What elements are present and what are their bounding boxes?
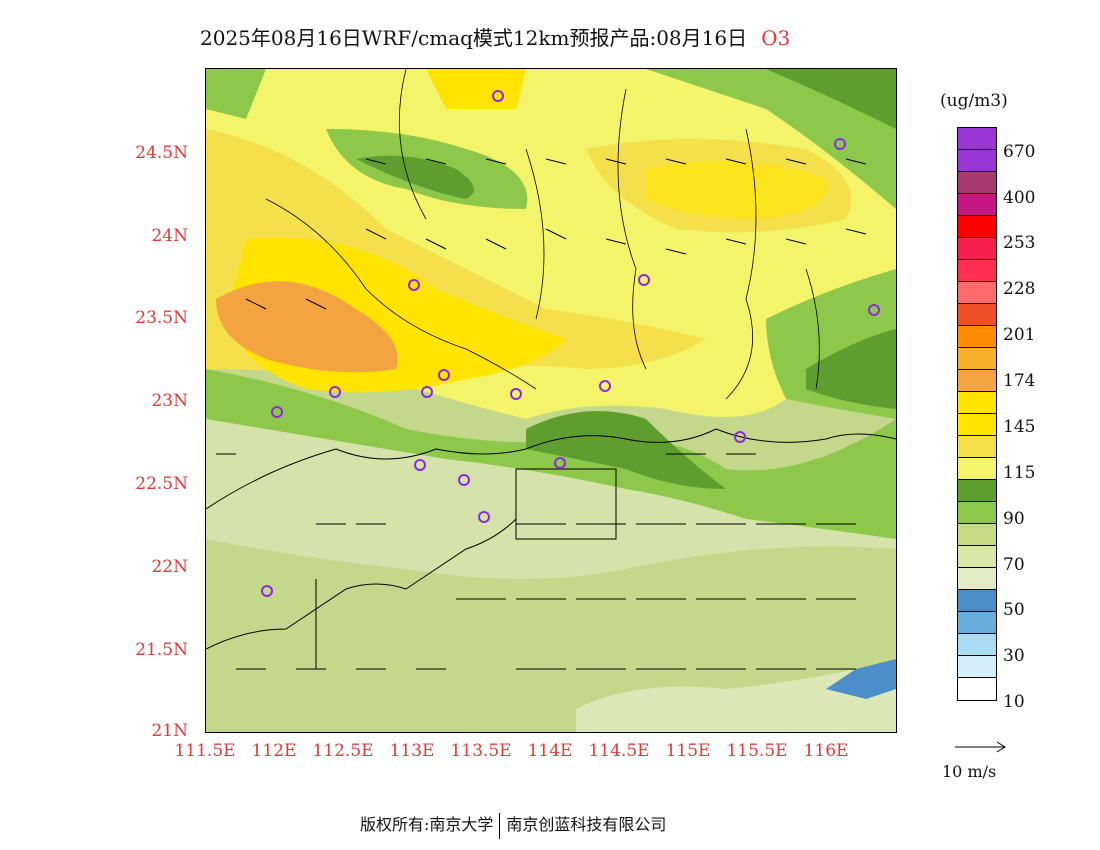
legend-swatch	[958, 458, 996, 480]
color-legend	[957, 127, 997, 701]
legend-label-115: 115	[1003, 463, 1036, 483]
legend-swatch	[958, 546, 996, 568]
legend-swatch	[958, 150, 996, 172]
title-text: 2025年08月16日WRF/cmaq模式12km预报产品:08月16日	[200, 26, 748, 50]
inner-boundaries	[265, 69, 820, 400]
lat-label-23N: 23N	[151, 391, 188, 411]
legend-swatch	[958, 414, 996, 436]
legend-swatch	[958, 238, 996, 260]
concentration-map	[205, 68, 897, 733]
footer-right: 南京创蓝科技有限公司	[506, 815, 667, 834]
lon-label-113.5E: 113.5E	[450, 741, 512, 761]
lat-label-23.5N: 23.5N	[135, 308, 188, 328]
dark-green-coast	[526, 411, 726, 489]
legend-swatch	[958, 392, 996, 414]
orange-max	[216, 281, 398, 373]
pale-sea-band	[576, 659, 896, 732]
station-markers	[261, 90, 880, 597]
legend-swatch	[958, 678, 996, 700]
legend-label-30: 30	[1003, 646, 1025, 666]
footer-separator	[499, 812, 501, 839]
lon-label-114.5E: 114.5E	[588, 741, 650, 761]
legend-label-228: 228	[1003, 279, 1036, 299]
legend-label-670: 670	[1003, 142, 1036, 162]
lon-label-112E: 112E	[251, 741, 297, 761]
ne-green	[646, 69, 896, 209]
legend-label-70: 70	[1003, 555, 1025, 575]
wind-reference-label: 10 m/s	[942, 762, 997, 781]
legend-swatch	[958, 502, 996, 524]
lon-label-114E: 114E	[527, 741, 573, 761]
legend-swatch	[958, 634, 996, 656]
legend-unit: (ug/m3)	[940, 91, 1008, 111]
legend-label-201: 201	[1003, 325, 1036, 345]
north-dark-green	[356, 155, 474, 199]
legend-swatch	[958, 304, 996, 326]
legend-swatch	[958, 612, 996, 634]
legend-swatch	[958, 524, 996, 546]
lon-label-111.5E: 111.5E	[174, 741, 236, 761]
wind-vectors	[216, 158, 867, 670]
legend-swatch	[958, 480, 996, 502]
footer-left: 版权所有:南京大学	[360, 815, 494, 834]
legend-swatch	[958, 656, 996, 678]
east-dark-green	[806, 329, 896, 409]
legend-swatch	[958, 436, 996, 458]
lon-label-115E: 115E	[665, 741, 711, 761]
light-coastal-zone	[206, 409, 896, 579]
legend-label-50: 50	[1003, 600, 1025, 620]
chart-title: 2025年08月16日WRF/cmaq模式12km预报产品:08月16日 O3	[200, 22, 790, 51]
legend-label-400: 400	[1003, 188, 1036, 208]
lat-label-21.5N: 21.5N	[135, 640, 188, 660]
legend-swatch	[958, 326, 996, 348]
legend-swatch	[958, 260, 996, 282]
legend-label-145: 145	[1003, 417, 1036, 437]
lat-label-21N: 21N	[151, 721, 188, 741]
district-boundary	[315, 468, 617, 669]
legend-swatch	[958, 590, 996, 612]
legend-swatch	[958, 370, 996, 392]
coastline	[206, 428, 896, 510]
legend-swatch	[958, 282, 996, 304]
ne-yellow	[646, 161, 828, 219]
lon-label-113E: 113E	[389, 741, 435, 761]
ne-dark-green	[766, 69, 896, 129]
blue-patch	[826, 659, 896, 699]
legend-swatch	[958, 348, 996, 370]
legend-swatch	[958, 172, 996, 194]
lat-label-24N: 24N	[151, 226, 188, 246]
legend-label-174: 174	[1003, 371, 1036, 391]
south-coastline	[206, 518, 517, 650]
legend-label-10: 10	[1003, 692, 1025, 712]
lat-label-22N: 22N	[151, 557, 188, 577]
legend-swatch	[958, 568, 996, 590]
nw-green	[206, 69, 266, 119]
lon-label-112.5E: 112.5E	[312, 741, 374, 761]
legend-label-90: 90	[1003, 509, 1025, 529]
lon-label-115.5E: 115.5E	[726, 741, 788, 761]
legend-label-253: 253	[1003, 233, 1036, 253]
legend-swatch	[958, 128, 996, 150]
copyright-footer: 版权所有:南京大学 南京创蓝科技有限公司	[360, 811, 666, 839]
lat-label-24.5N: 24.5N	[135, 143, 188, 163]
legend-swatch	[958, 216, 996, 238]
lat-label-22.5N: 22.5N	[135, 474, 188, 494]
lon-label-116E: 116E	[803, 741, 849, 761]
wind-reference-arrow	[955, 741, 1006, 753]
legend-swatch	[958, 194, 996, 216]
map-canvas	[206, 69, 896, 732]
species-label: O3	[761, 26, 791, 50]
